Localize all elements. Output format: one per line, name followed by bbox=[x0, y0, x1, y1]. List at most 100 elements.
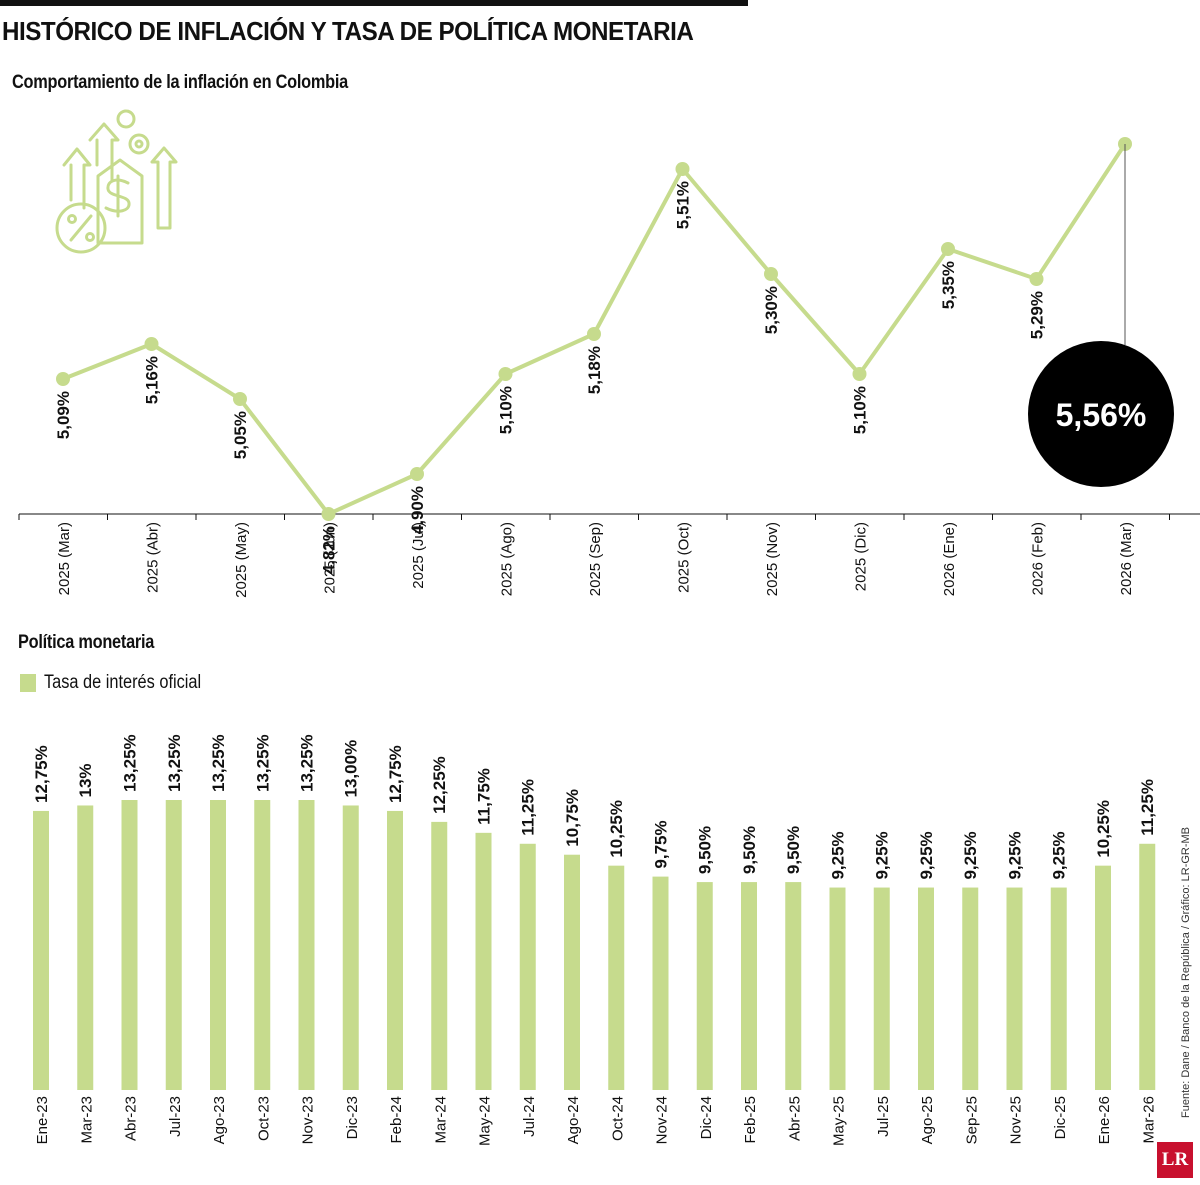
bar-category-label: Abr-25 bbox=[786, 1096, 803, 1141]
bar-category-label: Mar-26 bbox=[1140, 1096, 1157, 1144]
bar-label: 13,00% bbox=[342, 740, 361, 798]
bar-legend: Tasa de interés oficial bbox=[20, 672, 227, 694]
highlight-label: 5,56% bbox=[1056, 397, 1147, 433]
bar-label: 13,25% bbox=[165, 734, 184, 792]
bar bbox=[342, 805, 359, 1090]
bar bbox=[77, 805, 94, 1090]
bar bbox=[33, 810, 49, 1090]
bar-label: 9,75% bbox=[652, 820, 671, 868]
x-tick-label: 2025 (Dic) bbox=[853, 522, 870, 591]
bar bbox=[873, 887, 890, 1090]
bar-category-label: Feb-25 bbox=[742, 1096, 759, 1144]
bar bbox=[696, 882, 713, 1090]
bar-category-label: May-25 bbox=[831, 1096, 848, 1146]
bar-label: 13,25% bbox=[121, 734, 140, 792]
data-label: 5,05% bbox=[231, 411, 250, 459]
data-point bbox=[56, 372, 70, 386]
highlight-bubble bbox=[1028, 341, 1174, 487]
bar-label: 9,25% bbox=[1006, 831, 1025, 879]
bar bbox=[1050, 887, 1067, 1090]
data-label: 5,09% bbox=[54, 391, 73, 439]
data-point bbox=[410, 467, 424, 481]
bar bbox=[210, 800, 226, 1090]
bar-category-label: Ene-26 bbox=[1096, 1096, 1113, 1144]
bar bbox=[1006, 887, 1023, 1090]
x-tick-label: 2025 (Mar) bbox=[56, 522, 73, 595]
bar bbox=[564, 854, 580, 1090]
bar bbox=[165, 800, 182, 1090]
x-tick-label: 2025 (May) bbox=[233, 522, 250, 598]
data-point bbox=[498, 367, 513, 381]
bar-category-label: Nov-23 bbox=[300, 1096, 317, 1144]
data-point bbox=[852, 367, 867, 381]
page-title: HISTÓRICO DE INFLACIÓN Y TASA DE POLÍTIC… bbox=[2, 16, 694, 46]
bar bbox=[431, 821, 448, 1090]
bar-label: 9,25% bbox=[829, 831, 848, 879]
bar bbox=[298, 800, 315, 1090]
x-tick-label: 2025 (Sep) bbox=[587, 522, 604, 596]
bar-label: 11,25% bbox=[1138, 779, 1157, 836]
bar bbox=[918, 887, 934, 1090]
bar-label: 12,75% bbox=[386, 745, 405, 803]
bar-label: 13,25% bbox=[209, 734, 228, 792]
bar-chart: 12,75% 13% 13,25% 13,25% 13,25% 13,25% 13,25% 1… bbox=[32, 734, 1157, 1146]
data-label: 5,18% bbox=[585, 346, 604, 394]
bar bbox=[387, 810, 403, 1090]
legend-label: Tasa de interés oficial bbox=[44, 672, 202, 693]
x-tick-label: 2026 (Ene) bbox=[941, 522, 958, 596]
x-tick-label: 2025 (Jul) bbox=[410, 522, 427, 589]
bar-category-label: Ago-24 bbox=[565, 1096, 582, 1144]
x-tick-label: 2025 (Jun) bbox=[322, 522, 339, 594]
bar bbox=[475, 832, 492, 1090]
bar-label: 13,25% bbox=[298, 734, 317, 792]
x-tick-label: 2026 (Feb) bbox=[1030, 522, 1047, 595]
bar-category-label: Dic-23 bbox=[344, 1096, 361, 1139]
data-point bbox=[675, 162, 690, 176]
bar-label: 9,50% bbox=[696, 826, 715, 874]
x-tick-label: 2025 (Ago) bbox=[499, 522, 516, 596]
bar bbox=[608, 865, 625, 1090]
bar-category-label: Sep-25 bbox=[963, 1096, 980, 1144]
data-point bbox=[1029, 272, 1044, 286]
bar-category-label: Jul-24 bbox=[521, 1096, 538, 1137]
top-rule bbox=[0, 0, 748, 6]
legend-swatch bbox=[20, 674, 36, 692]
data-label: 4,82% bbox=[320, 526, 339, 574]
data-label: 4,90% bbox=[408, 486, 427, 534]
inflation-icon bbox=[55, 109, 178, 254]
bar-category-label: Nov-24 bbox=[654, 1096, 671, 1144]
data-label: 5,35% bbox=[939, 261, 958, 309]
bar-label: 10,25% bbox=[1094, 800, 1113, 858]
bar-label: 12,75% bbox=[32, 745, 51, 803]
bar-category-label: May-24 bbox=[477, 1096, 494, 1146]
bar-label: 9,25% bbox=[873, 831, 892, 879]
bar-label: 12,25% bbox=[430, 756, 449, 814]
data-point bbox=[587, 327, 601, 341]
lr-logo: LR bbox=[1157, 1142, 1193, 1178]
bar bbox=[1139, 843, 1156, 1090]
x-tick-label: 2025 (Nov) bbox=[764, 522, 781, 596]
bar-category-label: Jul-25 bbox=[875, 1096, 892, 1137]
bar-label: 9,50% bbox=[784, 826, 803, 874]
bar-category-label: Oct-23 bbox=[255, 1096, 272, 1141]
bar bbox=[519, 843, 536, 1090]
data-point bbox=[764, 267, 778, 281]
bar-label: 11,75% bbox=[475, 768, 494, 825]
bar-category-label: Ago-25 bbox=[919, 1096, 936, 1144]
x-tick-label: 2025 (Oct) bbox=[676, 522, 693, 593]
bar-category-label: Dic-24 bbox=[698, 1096, 715, 1139]
data-point bbox=[941, 242, 955, 256]
bar bbox=[1095, 865, 1111, 1090]
bar-label: 9,50% bbox=[740, 826, 759, 874]
data-label: 5,51% bbox=[674, 181, 693, 229]
bar-category-label: Feb-24 bbox=[388, 1096, 405, 1144]
bar-category-label: Abr-23 bbox=[123, 1096, 140, 1141]
bar-category-label: Mar-23 bbox=[78, 1096, 95, 1144]
bar bbox=[829, 887, 846, 1090]
line-chart-title: Comportamiento de la inflación en Colomb… bbox=[12, 72, 348, 93]
data-point bbox=[144, 337, 159, 351]
data-point bbox=[321, 507, 336, 521]
bar-chart-title: Política monetaria bbox=[18, 632, 155, 653]
bar bbox=[962, 887, 979, 1090]
